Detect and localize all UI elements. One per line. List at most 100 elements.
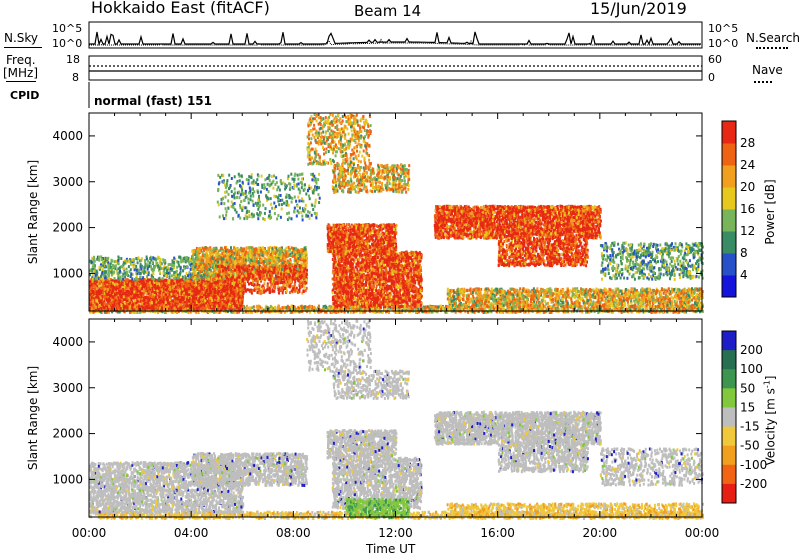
power-cell	[181, 292, 183, 295]
power-cell	[186, 293, 188, 296]
power-cell	[107, 308, 109, 311]
power-cell	[304, 306, 306, 309]
power-cell	[128, 293, 130, 296]
power-cell	[161, 304, 163, 307]
power-cell	[692, 308, 694, 311]
power-cell	[281, 306, 283, 309]
power-cell	[95, 300, 97, 303]
power-cell	[223, 293, 225, 296]
power-cell	[222, 306, 224, 309]
power-cell	[121, 304, 123, 307]
power-cell	[116, 304, 118, 307]
power-cell	[154, 299, 156, 302]
power-cell	[130, 288, 132, 291]
power-cell	[604, 307, 606, 310]
power-cell	[213, 285, 215, 288]
power-cell	[100, 299, 102, 302]
power-cell	[170, 293, 172, 296]
power-cell	[159, 307, 161, 310]
power-cell	[171, 307, 173, 310]
power-cell	[200, 293, 202, 296]
power-cell	[213, 302, 215, 305]
power-cell	[325, 306, 327, 309]
power-cell	[193, 295, 195, 298]
power-cell	[445, 305, 447, 308]
power-cell	[141, 287, 143, 290]
power-cell	[191, 288, 193, 291]
power-cell	[684, 308, 686, 311]
power-cell	[100, 307, 102, 310]
power-cell	[148, 306, 150, 309]
power-cell	[127, 290, 129, 293]
power-cell	[236, 306, 238, 309]
power-cell	[310, 305, 312, 308]
power-cell	[291, 308, 293, 311]
power-cell	[200, 308, 202, 311]
power-cell	[185, 284, 187, 287]
power-cell	[159, 299, 161, 302]
power-cell	[110, 302, 112, 305]
power-cell	[177, 286, 179, 289]
power-cell	[91, 287, 93, 290]
power-cell	[384, 308, 386, 311]
power-cell	[143, 290, 145, 293]
power-cell	[207, 304, 209, 307]
power-cell	[175, 286, 177, 289]
power-cell	[176, 280, 178, 283]
fitacf-summary-plot: Hokkaido East (fitACF) Beam 14 15/Jun/20…	[0, 0, 800, 554]
power-cell	[183, 294, 185, 297]
power-cell	[145, 289, 147, 292]
power-cell	[233, 293, 235, 296]
power-cell	[274, 306, 276, 309]
power-cell	[169, 298, 171, 301]
power-cell	[518, 306, 520, 309]
power-cell	[203, 283, 205, 286]
power-cell	[194, 303, 196, 306]
power-cell	[197, 290, 199, 293]
power-cell	[172, 299, 174, 302]
power-cell	[138, 305, 140, 308]
power-cell	[121, 300, 123, 303]
power-cell	[129, 307, 131, 310]
power-cell	[109, 299, 111, 302]
power-cell	[125, 293, 127, 296]
power-cell	[145, 286, 147, 289]
power-cell	[143, 284, 145, 287]
power-cell	[146, 280, 148, 283]
power-cell	[137, 300, 139, 303]
power-cell	[214, 281, 216, 284]
power-cell	[239, 308, 241, 311]
power-cell	[112, 290, 114, 293]
power-cell	[220, 303, 222, 306]
power-cell	[117, 292, 119, 295]
power-cell	[209, 285, 211, 288]
power-cell	[139, 286, 141, 289]
power-cell	[161, 307, 163, 310]
power-cell	[175, 293, 177, 296]
power-cell	[206, 285, 208, 288]
power-cell	[167, 292, 169, 295]
power-cell	[99, 282, 101, 285]
power-cell	[258, 307, 260, 310]
power-cell	[220, 296, 222, 299]
power-cell	[133, 296, 135, 299]
power-cell	[106, 293, 108, 296]
power-cell	[195, 290, 197, 293]
power-cell	[251, 306, 253, 309]
power-cell	[261, 307, 263, 310]
power-cell	[129, 299, 131, 302]
power-cell	[108, 305, 110, 308]
power-cell	[105, 280, 107, 283]
power-cell	[283, 306, 285, 309]
power-cell	[204, 282, 206, 285]
power-cell	[103, 288, 105, 291]
power-cell	[114, 288, 116, 291]
power-cell	[195, 297, 197, 300]
power-cell	[155, 296, 157, 299]
power-cell	[126, 306, 128, 309]
power-cell	[166, 308, 168, 311]
power-cell	[123, 295, 125, 298]
power-cell	[150, 284, 152, 287]
power-cell	[126, 297, 128, 300]
power-cell	[91, 308, 93, 311]
